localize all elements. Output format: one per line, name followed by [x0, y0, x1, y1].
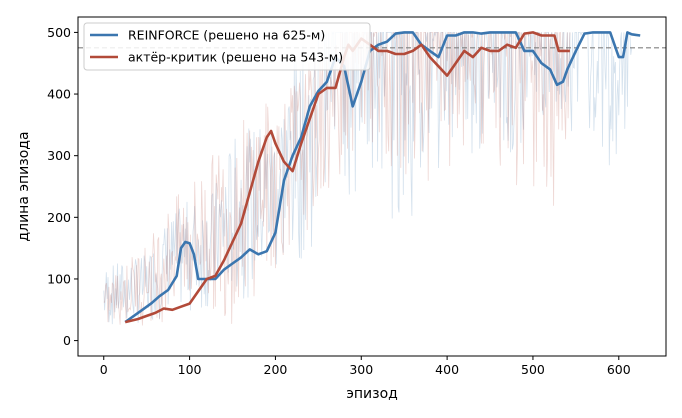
y-tick-label: 400	[47, 87, 71, 102]
smoothed-line-0	[124, 31, 641, 324]
y-axis-ticks: 0 100 200 300 400 500	[47, 25, 78, 348]
legend-label-actor-critic: актёр-критик (решено на 543-м)	[128, 50, 343, 65]
x-axis-label: эпизод	[346, 386, 398, 402]
x-tick-label: 200	[264, 362, 288, 377]
x-tick-label: 600	[607, 362, 631, 377]
x-tick-label: 300	[349, 362, 373, 377]
x-tick-label: 400	[435, 362, 459, 377]
axes-frame	[77, 16, 667, 357]
y-tick-label: 0	[63, 333, 71, 348]
legend-box	[83, 22, 371, 71]
y-tick-label: 100	[47, 271, 71, 286]
x-axis-ticks: 0 100 200 300 400 500 600	[100, 356, 631, 377]
x-tick-label: 100	[178, 362, 202, 377]
legend: REINFORCE (решено на 625-м) актёр-критик…	[83, 22, 371, 71]
x-tick-label: 500	[521, 362, 545, 377]
y-tick-label: 500	[47, 25, 71, 40]
y-axis-label: длина эпизода	[16, 131, 32, 241]
y-tick-label: 200	[47, 210, 71, 225]
y-tick-label: 300	[47, 148, 71, 163]
legend-label-reinforce: REINFORCE (решено на 625-м)	[128, 28, 325, 43]
x-tick-label: 0	[100, 362, 108, 377]
raw-line-0	[103, 30, 633, 325]
